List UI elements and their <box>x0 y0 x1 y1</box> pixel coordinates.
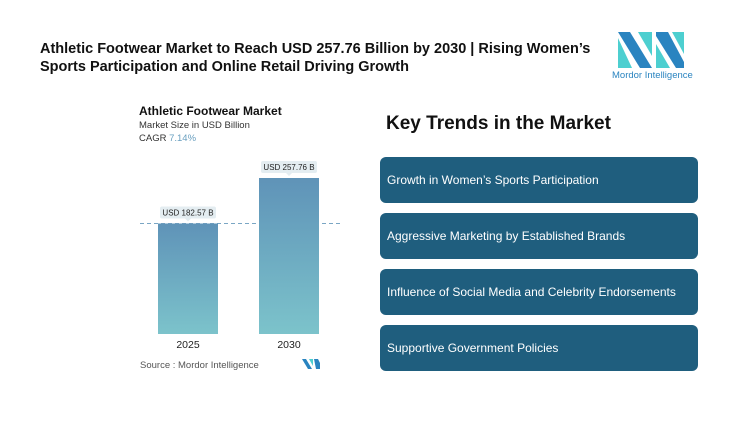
chart-subtitle: Market Size in USD Billion <box>139 120 250 131</box>
chart-title: Athletic Footwear Market <box>139 104 282 118</box>
data-label-bg <box>261 161 317 173</box>
data-label-pointer <box>286 173 292 176</box>
data-label: USD 257.76 B <box>263 163 314 172</box>
logo-text: Mordor Intelligence <box>612 70 693 81</box>
bar-2025 <box>158 223 218 334</box>
cagr-label: CAGR <box>139 133 167 144</box>
x-tick-label: 2030 <box>277 339 301 351</box>
logo: Mordor Intelligence <box>612 32 693 81</box>
chart-source: Source : Mordor Intelligence <box>140 360 259 371</box>
mordor-small-logo-icon <box>302 359 320 369</box>
trends-title: Key Trends in the Market <box>386 113 611 134</box>
cagr: CAGR 7.14% <box>139 133 196 144</box>
data-label-pointer <box>185 218 191 222</box>
page-title: Athletic Footwear Market to Reach USD 25… <box>40 41 591 75</box>
cagr-value: 7.14% <box>169 133 197 144</box>
data-label-bg <box>160 206 216 219</box>
trend-item: Aggressive Marketing by Established Bran… <box>380 213 698 259</box>
x-tick-label: 2025 <box>176 339 200 351</box>
trend-item: Supportive Government Policies <box>380 325 698 371</box>
bar-2030 <box>259 178 319 334</box>
data-label: USD 182.57 B <box>162 209 213 218</box>
trend-item: Growth in Women’s Sports Participation <box>380 157 698 203</box>
trend-item: Influence of Social Media and Celebrity … <box>380 269 698 315</box>
mordor-logo-icon <box>618 32 684 68</box>
